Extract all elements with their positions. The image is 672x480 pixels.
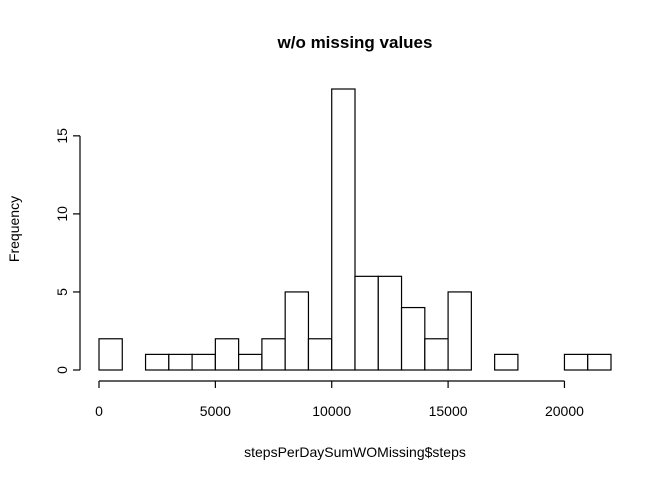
histogram-bar xyxy=(307,338,333,371)
histogram-bar xyxy=(424,338,449,371)
histogram-bar xyxy=(494,353,519,371)
x-axis-label: stepsPerDaySumWOMissing$steps xyxy=(244,444,466,460)
histogram-bar xyxy=(191,353,216,371)
x-tick-label: 20000 xyxy=(545,403,584,419)
histogram-bar xyxy=(563,353,589,371)
histogram-bar xyxy=(261,338,286,371)
histogram-bar xyxy=(447,291,472,371)
histogram-bar xyxy=(377,275,403,371)
x-axis: 0 5000 10000 15000 20000 xyxy=(95,380,584,419)
histogram-bar xyxy=(214,338,240,371)
histogram-bar xyxy=(354,275,379,371)
y-axis-label: Frequency xyxy=(6,196,22,262)
histogram-bar xyxy=(400,306,426,371)
x-tick-label: 0 xyxy=(95,403,103,419)
histogram-bar xyxy=(238,353,263,371)
histogram-bar xyxy=(168,353,193,371)
bars-group xyxy=(98,88,612,371)
chart-title: w/o missing values xyxy=(277,33,433,52)
histogram-bar xyxy=(284,291,310,371)
y-tick-label: 5 xyxy=(54,288,70,296)
y-tick-label: 10 xyxy=(54,206,70,222)
x-tick-label: 15000 xyxy=(429,403,468,419)
histogram-bar xyxy=(98,338,123,371)
y-axis: 0 5 10 15 xyxy=(54,128,81,374)
x-tick-label: 5000 xyxy=(200,403,231,419)
y-tick-label: 0 xyxy=(54,366,70,374)
histogram-bar xyxy=(587,353,612,371)
y-tick-label: 15 xyxy=(54,128,70,144)
histogram-bar xyxy=(144,353,170,371)
x-tick-label: 10000 xyxy=(312,403,351,419)
histogram-bar xyxy=(331,88,356,371)
